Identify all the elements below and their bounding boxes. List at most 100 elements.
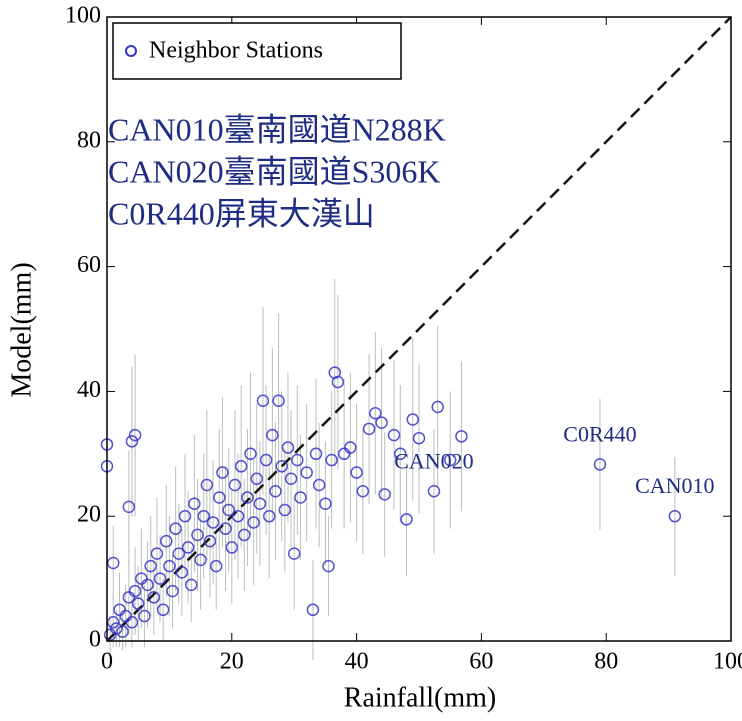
point <box>455 430 468 443</box>
point <box>375 416 388 429</box>
point <box>156 603 170 617</box>
y-tick-label: 80 <box>77 127 101 153</box>
point <box>241 491 254 504</box>
point <box>344 441 357 454</box>
point <box>188 497 201 510</box>
point <box>319 497 332 510</box>
point <box>668 509 682 523</box>
point <box>125 435 139 448</box>
point <box>197 509 210 523</box>
point <box>163 559 176 573</box>
point <box>166 584 179 598</box>
point <box>238 528 251 542</box>
point <box>206 516 220 529</box>
y-tick-label: 0 <box>89 627 101 653</box>
point <box>253 497 267 510</box>
x-axis-label: Rainfall(mm) <box>344 682 496 713</box>
point <box>272 394 285 408</box>
point <box>122 591 136 604</box>
point <box>262 509 276 523</box>
point <box>593 458 607 471</box>
point <box>400 513 413 526</box>
x-tick-label: 40 <box>345 649 369 675</box>
point <box>387 428 401 442</box>
point <box>300 466 313 479</box>
point <box>250 472 264 486</box>
legend-box <box>112 22 402 80</box>
point <box>222 503 235 517</box>
point <box>325 453 338 467</box>
point <box>412 431 426 445</box>
point <box>175 566 189 579</box>
point <box>356 484 370 498</box>
point <box>306 603 320 617</box>
point <box>178 509 192 523</box>
point <box>200 478 214 492</box>
point <box>203 534 217 548</box>
point <box>322 559 335 573</box>
point <box>281 441 295 454</box>
point <box>225 541 239 554</box>
x-tick-label: 60 <box>469 649 493 675</box>
point <box>256 394 270 408</box>
point <box>147 591 161 604</box>
y-axis-label: Model(mm) <box>6 262 37 397</box>
point <box>144 559 157 573</box>
point <box>443 453 457 467</box>
point <box>278 503 292 517</box>
point <box>247 516 260 529</box>
x-tick-label: 80 <box>594 649 618 675</box>
point <box>309 447 323 461</box>
point <box>119 609 132 623</box>
x-tick-label: 0 <box>101 649 113 675</box>
point <box>116 625 129 638</box>
point <box>219 522 232 535</box>
point <box>172 547 186 560</box>
point <box>213 491 226 504</box>
plot-frame <box>106 16 732 642</box>
station-label: C0R440屏東大漢山 <box>108 195 375 231</box>
point <box>244 447 257 461</box>
x-tick-label: 100 <box>713 649 742 675</box>
y-tick-label: 100 <box>65 3 101 29</box>
point-annotation: CAN010 <box>635 473 714 498</box>
point <box>231 509 245 523</box>
point <box>312 478 326 492</box>
point <box>181 541 195 554</box>
point-annotation: C0R440 <box>563 421 636 446</box>
station-label: CAN020臺南國道S306K <box>108 153 440 189</box>
point <box>125 616 139 629</box>
point <box>234 460 248 473</box>
point <box>259 453 273 467</box>
point <box>135 572 148 585</box>
point <box>269 484 282 498</box>
point <box>287 547 301 560</box>
point <box>128 584 142 598</box>
point <box>131 597 145 610</box>
point <box>394 447 407 461</box>
point <box>427 484 441 498</box>
point <box>128 428 142 442</box>
point <box>209 559 223 573</box>
point <box>337 447 351 461</box>
point <box>369 406 382 420</box>
point <box>284 472 298 486</box>
point <box>216 466 229 479</box>
point <box>122 500 136 514</box>
point <box>191 528 204 542</box>
point <box>431 400 444 414</box>
y-tick-label: 40 <box>77 377 101 403</box>
point <box>169 522 182 535</box>
y-tick-label: 20 <box>77 502 101 528</box>
point <box>378 488 391 501</box>
point <box>184 578 198 592</box>
point <box>150 547 164 560</box>
point <box>266 428 279 442</box>
point <box>350 466 363 479</box>
legend-label: Neighbor Stations <box>149 38 323 64</box>
point <box>141 578 154 592</box>
point <box>406 413 420 426</box>
point <box>331 375 345 389</box>
point <box>291 453 304 467</box>
